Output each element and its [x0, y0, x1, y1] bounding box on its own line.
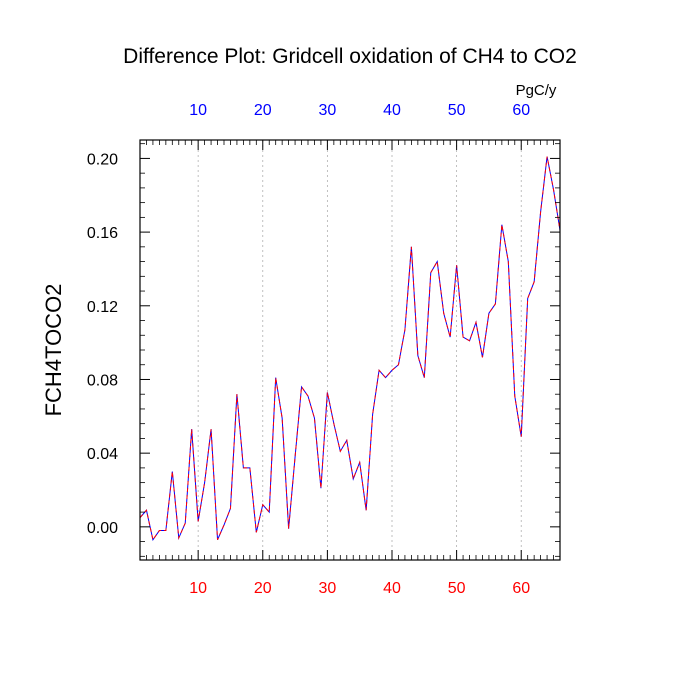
x-tick-label-bottom: 10 [189, 580, 207, 597]
x-tick-label-bottom: 50 [448, 580, 466, 597]
series-line-red-dashed [139, 156, 561, 541]
y-tick-label: 0.20 [87, 151, 118, 168]
x-tick-label-top: 50 [448, 102, 466, 119]
tick-labels: 10 10 20 20 30 30 40 40 50 50 60 60 0.00 0.04 0.08 0.12… [87, 102, 530, 597]
grid-lines [197, 140, 522, 560]
x-tick-label-top: 30 [318, 102, 336, 119]
x-tick-label-top: 40 [383, 102, 401, 119]
plot-frame [139, 139, 561, 561]
y-tick-label: 0.08 [87, 372, 118, 389]
y-tick-label: 0.00 [87, 520, 118, 537]
y-tick-label: 0.04 [87, 446, 118, 463]
y-tick-label: 0.12 [87, 299, 118, 316]
units-label: PgC/y [516, 82, 557, 99]
x-tick-label-top: 20 [254, 102, 272, 119]
x-tick-label-top: 60 [512, 102, 530, 119]
axis-ticks [139, 140, 561, 560]
x-tick-label-bottom: 30 [318, 580, 336, 597]
y-axis-label: FCH4TOCO2 [41, 284, 66, 417]
chart-title: Difference Plot: Gridcell oxidation of C… [123, 45, 577, 68]
series-line-blue [139, 156, 561, 541]
x-tick-label-bottom: 40 [383, 580, 401, 597]
series-lines [139, 156, 561, 541]
y-tick-label: 0.16 [87, 225, 118, 242]
x-tick-label-bottom: 60 [512, 580, 530, 597]
x-tick-label-bottom: 20 [254, 580, 272, 597]
x-tick-label-top: 10 [189, 102, 207, 119]
